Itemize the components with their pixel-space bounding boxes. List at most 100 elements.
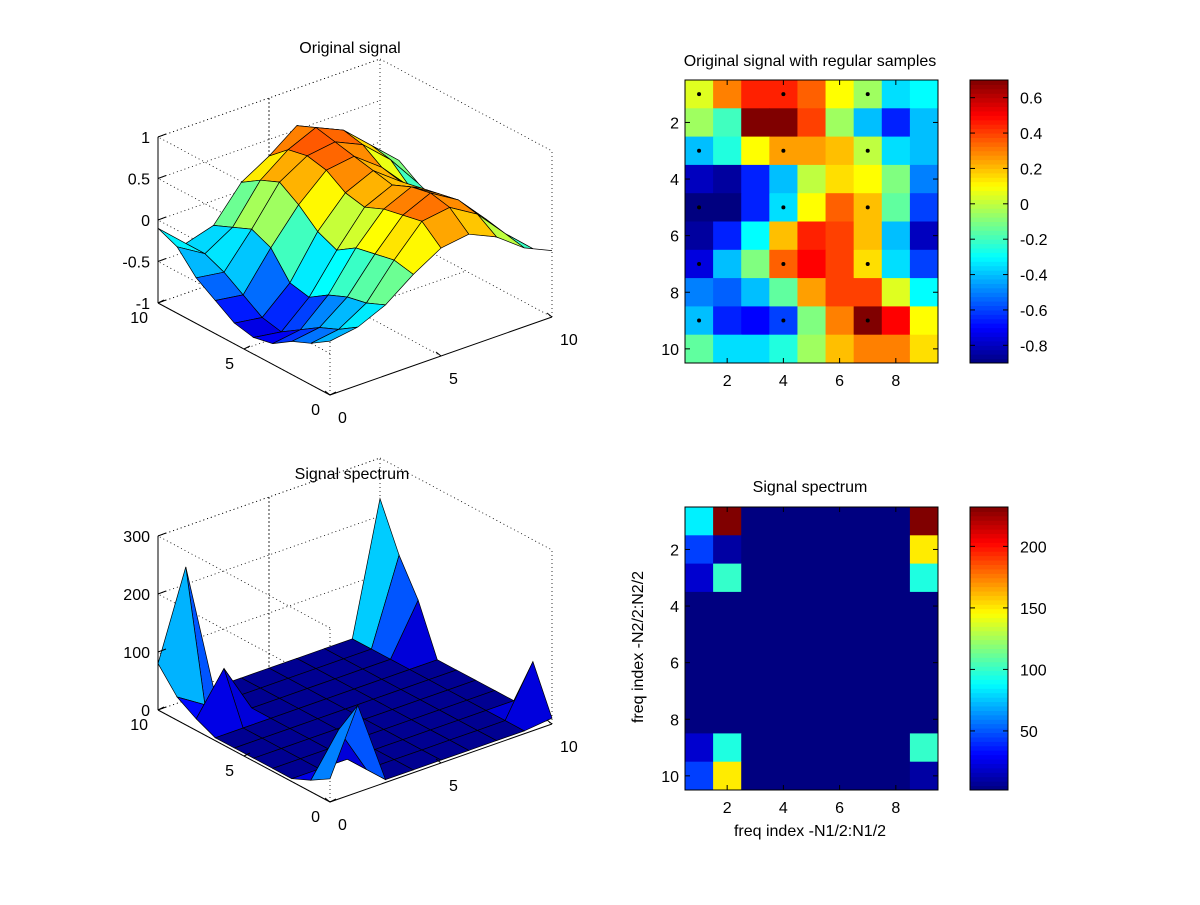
- chart-2-cell: [713, 164, 742, 194]
- chart-2-cell: [881, 193, 911, 222]
- chart-2-colorbar-band: [970, 199, 1008, 205]
- chart-4-cell: [853, 535, 883, 565]
- chart-1-surface-patch: [310, 326, 358, 344]
- chart-2-cell: [713, 306, 742, 336]
- chart-2-cell: [825, 221, 855, 251]
- chart-2-colorbar-band: [970, 278, 1008, 284]
- chart-2-colorbar-band: [970, 110, 1008, 116]
- chart-2-colorbar-band: [970, 301, 1008, 307]
- chart-2-colorbar-band: [970, 270, 1008, 276]
- chart-4-cell: [741, 733, 770, 763]
- chart-4-cell: [881, 705, 911, 734]
- chart-2-colorbar-band: [970, 137, 1008, 143]
- chart-2-cell: [853, 108, 883, 138]
- chart-4-cell: [881, 563, 911, 593]
- chart-4-colorbar-band: [970, 661, 1008, 667]
- chart-3-surface-patch: [310, 705, 359, 781]
- chart-3-y-tick: [243, 752, 251, 757]
- chart-2-sample-point: [697, 205, 702, 210]
- chart-4-cell: [853, 676, 883, 706]
- chart-4-y-tick-label: 8: [670, 712, 679, 729]
- chart-4-cell: [909, 733, 939, 763]
- chart-4-cell: [713, 705, 742, 734]
- chart-4-colorbar-band: [970, 595, 1008, 601]
- chart-2-cell: [713, 278, 742, 307]
- chart-4-x-tick-label: 8: [891, 800, 900, 817]
- chart-4-cell: [741, 705, 770, 734]
- chart-2-cell: [825, 193, 855, 222]
- chart-4-cell: [797, 648, 827, 678]
- chart-4-y-tick-label: 10: [661, 769, 679, 786]
- chart-1-y-tick-label: 0: [311, 402, 320, 419]
- chart-4-colorbar-tick-label: 200: [1020, 539, 1047, 556]
- chart-4-colorbar-band: [970, 666, 1008, 672]
- chart-2-colorbar-band: [970, 141, 1008, 147]
- chart-4-cell: [881, 591, 911, 621]
- chart-4-colorbar-band: [970, 586, 1008, 592]
- chart-2-colorbar-band: [970, 327, 1008, 333]
- chart-4-colorbar-band: [970, 582, 1008, 588]
- chart-2-cell: [797, 334, 827, 364]
- chart-2-x-tick-label: 4: [779, 373, 788, 390]
- chart-1-grid-line: [157, 100, 381, 179]
- chart-4-colorbar-band: [970, 736, 1008, 742]
- chart-4-colorbar-band: [970, 644, 1008, 649]
- chart-4-y-tick-label: 4: [670, 599, 679, 616]
- chart-2-colorbar-band: [970, 261, 1008, 267]
- chart-2-cell: [909, 306, 939, 336]
- chart-4-colorbar-tick-label: 100: [1020, 662, 1047, 679]
- chart-2-colorbar-band: [970, 133, 1008, 138]
- chart-2-colorbar-band: [970, 115, 1008, 121]
- chart-2-sample-point: [781, 205, 786, 210]
- chart-2-sample-point: [697, 92, 702, 97]
- chart-2-colorbar-band: [970, 106, 1008, 112]
- chart-4-y-tick-label: 6: [670, 656, 679, 673]
- chart-2-cell: [741, 80, 770, 109]
- chart-4-cell: [769, 620, 798, 649]
- chart-4-cell: [797, 507, 827, 536]
- chart-2-colorbar-tick-label: 0.2: [1020, 161, 1042, 178]
- chart-4-cell: [769, 676, 798, 706]
- chart-2-colorbar-tick-label: -0.8: [1020, 338, 1048, 355]
- chart-4-colorbar-band: [970, 719, 1008, 725]
- chart-4-colorbar-band: [970, 617, 1008, 623]
- chart-2-sample-point: [697, 148, 702, 153]
- chart-3-grid-line: [157, 573, 381, 653]
- chart-4-cell: [741, 591, 770, 621]
- chart-4-colorbar-band: [970, 626, 1008, 632]
- chart-4-cell: [853, 648, 883, 678]
- chart-4-cell: [825, 705, 855, 734]
- chart-4-colorbar-band: [970, 511, 1008, 517]
- chart-2-cell: [853, 164, 883, 194]
- chart-2-cell: [769, 164, 798, 194]
- chart-4-colorbar-band: [970, 701, 1008, 707]
- chart-4-colorbar-band: [970, 555, 1008, 561]
- chart-4-colorbar-band: [970, 745, 1008, 751]
- chart-2-cell: [797, 221, 827, 251]
- chart-1-y-tick-label: 5: [225, 356, 234, 373]
- chart-4-colorbar-band: [970, 599, 1008, 605]
- chart-2-cell: [881, 136, 911, 166]
- chart-4-cell: [825, 648, 855, 678]
- chart-4-colorbar-band: [970, 568, 1008, 574]
- chart-2-cell: [881, 221, 911, 251]
- chart-2-colorbar-band: [970, 318, 1008, 324]
- chart-4-colorbar-band: [970, 675, 1008, 680]
- chart-4-cell: [881, 733, 911, 763]
- chart-4-colorbar-band: [970, 767, 1008, 773]
- chart-2-colorbar-band: [970, 283, 1008, 289]
- chart-4-cell: [797, 705, 827, 734]
- chart-2-colorbar-band: [970, 248, 1008, 253]
- chart-2-colorbar-band: [970, 172, 1008, 178]
- chart-4-cell: [713, 733, 742, 763]
- chart-2-cell: [769, 108, 798, 138]
- chart-2-cell: [713, 136, 742, 166]
- chart-1-y-tick: [243, 345, 251, 350]
- chart-2-colorbar-band: [970, 349, 1008, 355]
- chart-1-z-tick-label: -0.5: [122, 255, 150, 272]
- chart-4-cell: [713, 535, 742, 565]
- chart-2-colorbar-band: [970, 208, 1008, 214]
- chart-2-sample-point: [865, 318, 870, 323]
- chart-2-cell: [881, 249, 911, 279]
- chart-2-sample-point: [697, 261, 702, 266]
